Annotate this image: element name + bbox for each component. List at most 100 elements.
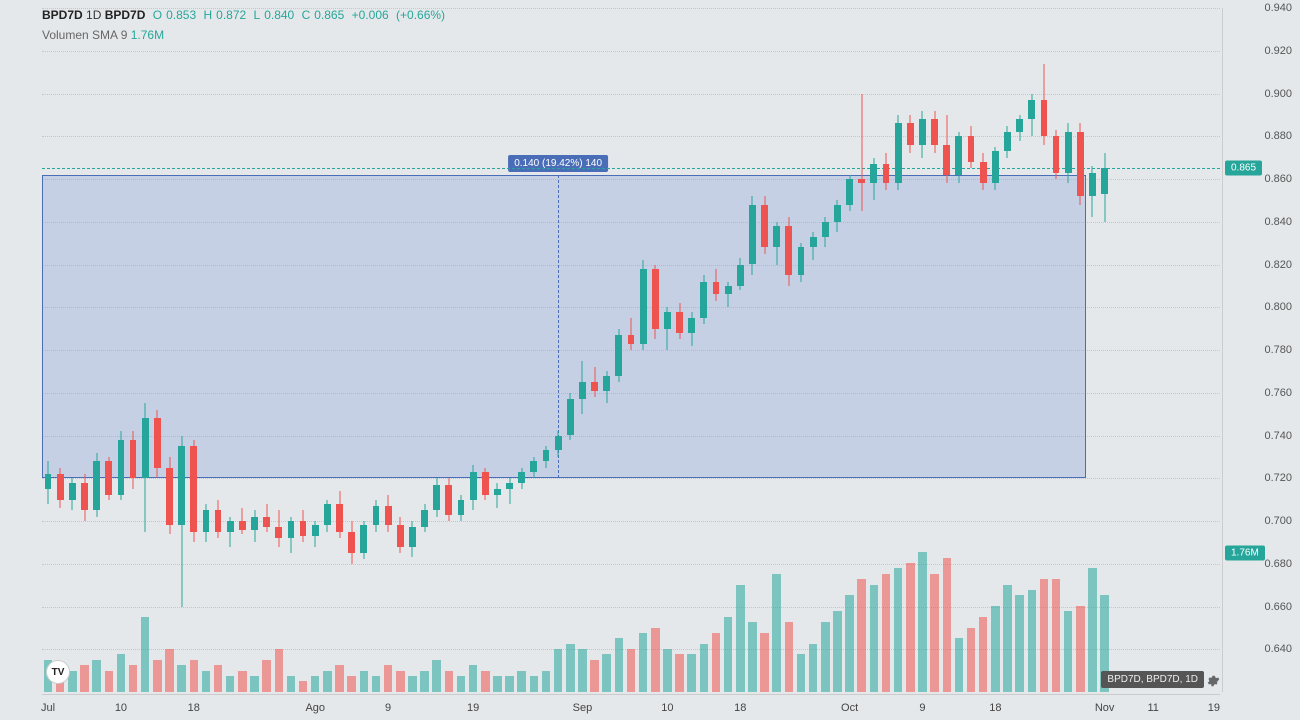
volume-bar[interactable] [797, 654, 806, 692]
volume-bar[interactable] [566, 644, 575, 692]
volume-bar[interactable] [578, 649, 587, 692]
candle[interactable] [481, 8, 490, 692]
volume-bar[interactable] [554, 649, 563, 692]
volume-bar[interactable] [493, 676, 502, 692]
candle[interactable] [554, 8, 563, 692]
candle[interactable] [845, 8, 854, 692]
candle[interactable] [335, 8, 344, 692]
volume-bar[interactable] [117, 654, 126, 692]
candle[interactable] [299, 8, 308, 692]
volume-bar[interactable] [287, 676, 296, 692]
candle[interactable] [542, 8, 551, 692]
volume-bar[interactable] [772, 574, 781, 692]
candle[interactable] [809, 8, 818, 692]
candle[interactable] [323, 8, 332, 692]
volume-bar[interactable] [1088, 568, 1097, 692]
volume-bar[interactable] [323, 671, 332, 692]
volume-bar[interactable] [92, 660, 101, 692]
volume-bar[interactable] [190, 660, 199, 692]
volume-bar[interactable] [80, 665, 89, 692]
volume-bar[interactable] [870, 585, 879, 692]
volume-bar[interactable] [943, 558, 952, 692]
volume-bar[interactable] [530, 676, 539, 692]
candle[interactable] [153, 8, 162, 692]
candle[interactable] [602, 8, 611, 692]
volume-bar[interactable] [882, 574, 891, 692]
volume-bar[interactable] [542, 671, 551, 692]
volume-bar[interactable] [675, 654, 684, 692]
candle[interactable] [517, 8, 526, 692]
volume-bar[interactable] [809, 644, 818, 692]
volume-bar[interactable] [335, 665, 344, 692]
candle[interactable] [979, 8, 988, 692]
candle[interactable] [760, 8, 769, 692]
candle[interactable] [663, 8, 672, 692]
candle[interactable] [615, 8, 624, 692]
volume-bar[interactable] [663, 649, 672, 692]
interval[interactable]: 1D [86, 8, 101, 22]
candle[interactable] [967, 8, 976, 692]
volume-bar[interactable] [639, 633, 648, 692]
volume-bar[interactable] [1028, 590, 1037, 692]
candle[interactable] [214, 8, 223, 692]
volume-bar[interactable] [700, 644, 709, 692]
x-axis[interactable]: Jul1018Ago919Sep1018Oct918Nov1119 [42, 694, 1220, 720]
volume-bar[interactable] [602, 654, 611, 692]
volume-bar[interactable] [165, 649, 174, 692]
candle[interactable] [177, 8, 186, 692]
volume-bar[interactable] [408, 676, 417, 692]
volume-bar[interactable] [517, 671, 526, 692]
volume-bar[interactable] [457, 676, 466, 692]
candle[interactable] [105, 8, 114, 692]
candle[interactable] [141, 8, 150, 692]
candle[interactable] [165, 8, 174, 692]
volume-bar[interactable] [906, 563, 915, 692]
volume-bar[interactable] [967, 628, 976, 692]
candle[interactable] [80, 8, 89, 692]
gear-icon[interactable] [1206, 674, 1220, 688]
volume-bar[interactable] [1040, 579, 1049, 692]
volume-bar[interactable] [821, 622, 830, 692]
volume-bar[interactable] [505, 676, 514, 692]
volume-bar[interactable] [238, 671, 247, 692]
volume-bar[interactable] [481, 671, 490, 692]
candle[interactable] [117, 8, 126, 692]
volume-bar[interactable] [384, 665, 393, 692]
candle[interactable] [44, 8, 53, 692]
candle[interactable] [68, 8, 77, 692]
candle[interactable] [408, 8, 417, 692]
candle[interactable] [724, 8, 733, 692]
volume-bar[interactable] [748, 622, 757, 692]
volume-bar[interactable] [141, 617, 150, 692]
candle[interactable] [785, 8, 794, 692]
volume-bar[interactable] [250, 676, 259, 692]
candle[interactable] [530, 8, 539, 692]
candle[interactable] [432, 8, 441, 692]
volume-bar[interactable] [153, 660, 162, 692]
volume-bar[interactable] [275, 649, 284, 692]
volume-bar[interactable] [712, 633, 721, 692]
candle[interactable] [202, 8, 211, 692]
candle[interactable] [1015, 8, 1024, 692]
symbol-primary[interactable]: BPD7D [42, 8, 83, 22]
candle[interactable] [190, 8, 199, 692]
candle[interactable] [226, 8, 235, 692]
candle[interactable] [687, 8, 696, 692]
candle[interactable] [639, 8, 648, 692]
volume-bar[interactable] [360, 671, 369, 692]
candle[interactable] [469, 8, 478, 692]
candle[interactable] [396, 8, 405, 692]
volume-bar[interactable] [1076, 606, 1085, 692]
candle[interactable] [275, 8, 284, 692]
candle[interactable] [955, 8, 964, 692]
volume-bar[interactable] [760, 633, 769, 692]
volume-bar[interactable] [845, 595, 854, 692]
volume-bar[interactable] [432, 660, 441, 692]
candle[interactable] [129, 8, 138, 692]
candle[interactable] [384, 8, 393, 692]
candle[interactable] [590, 8, 599, 692]
volume-bar[interactable] [177, 665, 186, 692]
volume-bar[interactable] [226, 676, 235, 692]
volume-bar[interactable] [1015, 595, 1024, 692]
candle[interactable] [712, 8, 721, 692]
